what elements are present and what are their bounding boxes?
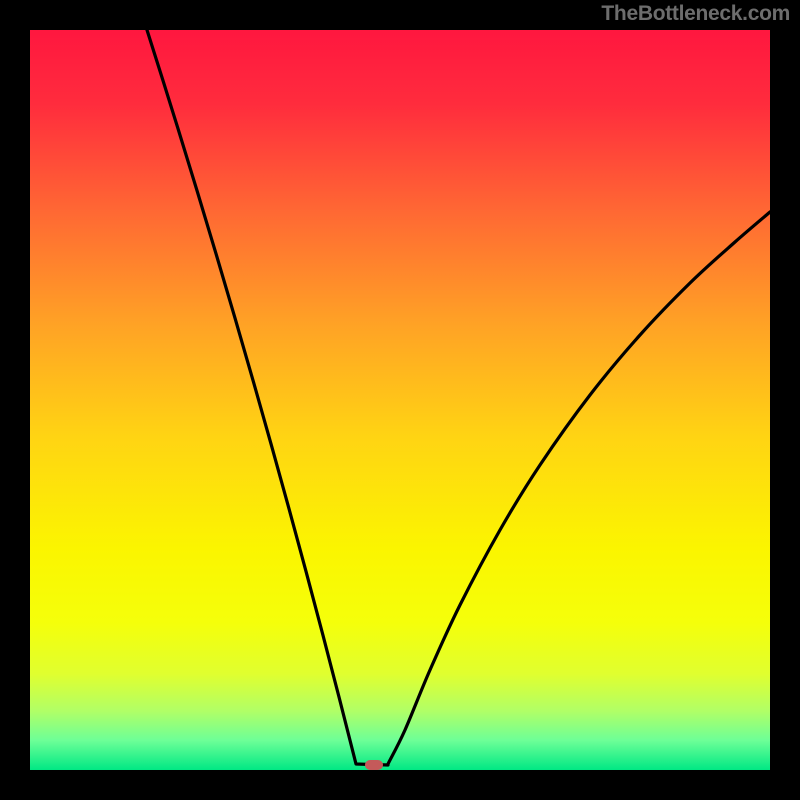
curve-path: [147, 30, 770, 765]
plot-area: [30, 30, 770, 770]
optimal-marker: [365, 760, 383, 770]
watermark-text: TheBottleneck.com: [601, 2, 790, 26]
bottleneck-curve: [30, 30, 770, 770]
chart-frame: TheBottleneck.com: [0, 0, 800, 800]
